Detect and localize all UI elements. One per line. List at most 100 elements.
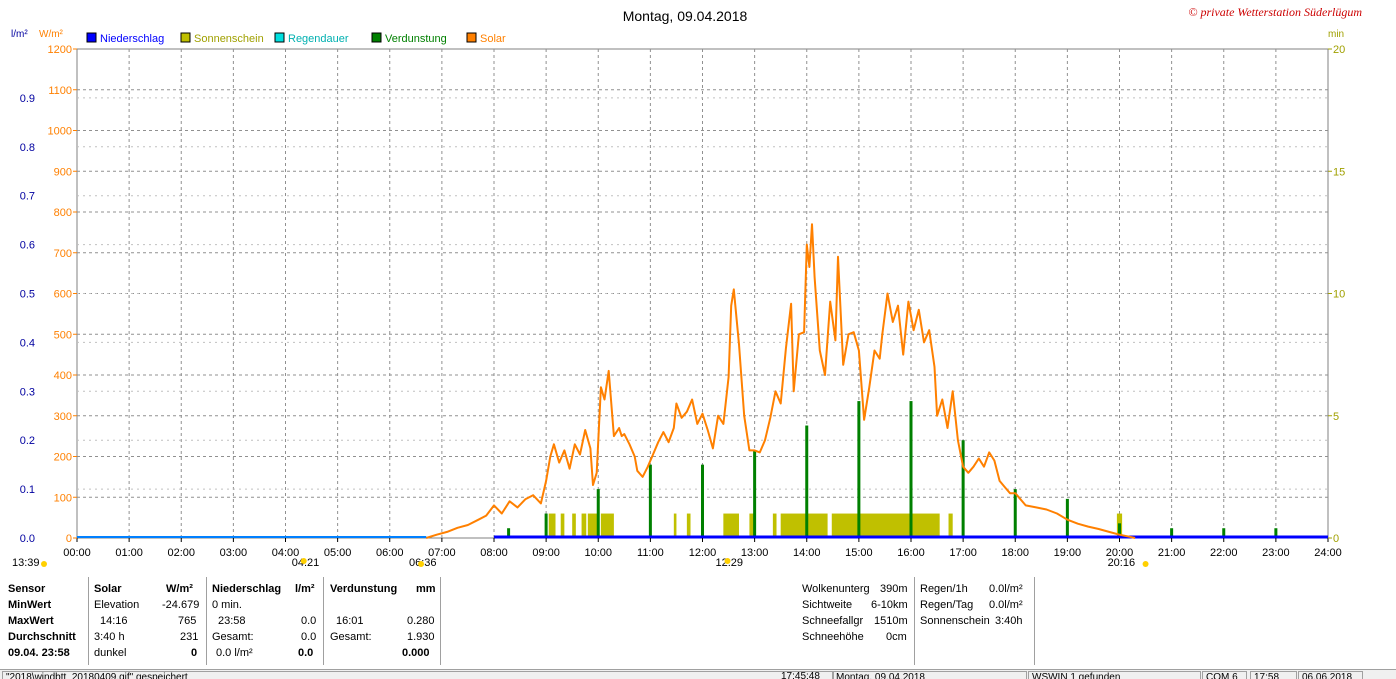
- x-tick-label: 24:00: [1314, 547, 1342, 559]
- sunshine-bar: [560, 513, 565, 538]
- x-tick-label: 19:00: [1054, 547, 1082, 559]
- rain-head: Niederschlag: [212, 583, 282, 595]
- label-minwert: MinWert: [8, 599, 52, 611]
- solar-max-value: 765: [178, 615, 197, 627]
- x-tick-label: 17:00: [949, 547, 977, 559]
- solar-dark-value: 0: [191, 647, 198, 659]
- evaporation-bar: [544, 513, 548, 538]
- rainrate-label-1: Regen/1h: [920, 583, 968, 595]
- sunshine-bar: [581, 513, 587, 538]
- legend-swatch: [371, 32, 382, 43]
- evaporation-bar: [701, 464, 704, 538]
- time-marker-label: 20:16: [1108, 557, 1136, 569]
- x-tick-label: 15:00: [845, 547, 873, 559]
- solar-avg-value: 231: [180, 631, 199, 643]
- legend: Niederschlag Sonnenschein Regendauer Verdun…: [86, 32, 506, 45]
- evaporation-bar: [1065, 498, 1069, 538]
- x-tick-label: 12:00: [689, 547, 717, 559]
- evaporation-bar: [1013, 489, 1017, 538]
- evaporation-bar: [805, 425, 809, 538]
- y-solar-tick-label: 0: [66, 533, 72, 545]
- evaporation-bar: [648, 464, 652, 538]
- status-time: 17:45:48: [781, 671, 820, 679]
- solar-dark-label: dunkel: [94, 647, 127, 659]
- evaporation-bar: [753, 449, 757, 538]
- time-marker-label: 13:39: [12, 557, 40, 569]
- label-maxwert: MaxWert: [8, 615, 54, 627]
- sunshine-bar: [673, 513, 677, 538]
- x-tick-label: 14:00: [793, 547, 821, 559]
- evap-unit: mm: [416, 583, 436, 595]
- cloud-value-1: 390m: [880, 583, 908, 595]
- weather-chart: 00:00 01:00 02:00 03:00 04:00 05:00 06:00 07:00…: [0, 0, 1396, 573]
- sunshine-bar: [572, 513, 576, 538]
- sunshine-bar: [780, 513, 828, 538]
- label-date: 09.04. 23:58: [8, 647, 70, 659]
- status-found: WSWIN 1 gefunden: [1028, 671, 1201, 679]
- rain-last-value: 0.0: [298, 647, 314, 659]
- evaporation-bar: [909, 401, 913, 538]
- solar-max-time: 14:16: [100, 615, 128, 627]
- rainrate-value-1: 0.0l/m²: [989, 583, 1023, 595]
- sunshine-bar: [749, 513, 756, 538]
- cloud-value-4: 0cm: [886, 631, 907, 643]
- cloud-label-2: Sichtweite: [802, 599, 853, 611]
- rain-last: 0.0 l/m²: [216, 647, 253, 659]
- cloud-label-1: Wolkenunterg: [802, 583, 870, 595]
- status-clock: 17:58: [1250, 671, 1297, 679]
- unit-left-solar: W/m²: [39, 29, 64, 40]
- label-durchschnitt: Durchschnitt: [8, 631, 76, 643]
- evaporation-bar: [1118, 523, 1121, 538]
- x-tick-label: 20:00: [1106, 547, 1134, 559]
- divider: [440, 577, 441, 665]
- x-tick-label: 18:00: [1001, 547, 1029, 559]
- x-tick-label: 04:00: [272, 547, 300, 559]
- solar-min-label: Elevation: [94, 599, 140, 611]
- y-solar-tick-label: 1200: [48, 44, 72, 56]
- solar-unit: W/m²: [166, 583, 193, 595]
- y-rain-tick-label: 0.4: [20, 337, 35, 349]
- y-solar-tick-label: 500: [54, 329, 72, 341]
- axes: 00:00 01:00 02:00 03:00 04:00 05:00 06:00 07:00…: [20, 44, 1346, 559]
- legend-label: Niederschlag: [100, 33, 164, 45]
- x-tick-label: 00:00: [63, 547, 91, 559]
- y-rain-tick-label: 0.1: [20, 484, 35, 496]
- solar-min-value: -24.679: [162, 599, 200, 611]
- rain-total-label: Gesamt:: [212, 631, 254, 643]
- y-solar-tick-label: 300: [54, 411, 72, 423]
- sunshine-bar: [587, 513, 599, 538]
- status-date2: 06.06.2018: [1298, 671, 1363, 679]
- rain-min: 0 min.: [212, 599, 242, 611]
- y-min-tick-label: 20: [1333, 44, 1345, 56]
- label-sensor: Sensor: [8, 583, 46, 595]
- y-min-tick-label: 10: [1333, 289, 1345, 301]
- y-solar-tick-label: 700: [54, 248, 72, 260]
- legend-label: Solar: [480, 33, 506, 45]
- x-tick-label: 16:00: [897, 547, 925, 559]
- rainrate-value-3: 3:40h: [995, 615, 1023, 627]
- evaporation-bar: [507, 528, 511, 538]
- y-rain-tick-label: 0.2: [20, 435, 35, 447]
- x-tick-label: 02:00: [167, 547, 195, 559]
- x-tick-label: 22:00: [1210, 547, 1238, 559]
- time-markers: 13:3904:2106:3612:2920:16: [12, 557, 1149, 569]
- legend-swatch: [86, 32, 97, 43]
- x-tick-label: 07:00: [428, 547, 456, 559]
- evaporation-bar: [596, 489, 600, 538]
- y-solar-tick-label: 200: [54, 452, 72, 464]
- time-marker-dot: [1142, 561, 1149, 567]
- sunshine-bar: [600, 513, 614, 538]
- sunshine-bar: [686, 513, 691, 538]
- cloud-value-2: 6-10km: [871, 599, 908, 611]
- x-tick-label: 06:00: [376, 547, 404, 559]
- time-marker-dot: [724, 558, 731, 564]
- evaporation-bar: [1274, 528, 1278, 538]
- chart-title: Montag, 09.04.2018: [623, 8, 748, 24]
- evap-max-time: 16:01: [336, 615, 364, 627]
- y-rain-tick-label: 0.6: [20, 240, 35, 252]
- y-rain-tick-label: 0.5: [20, 289, 35, 301]
- x-tick-label: 10:00: [584, 547, 612, 559]
- y-min-tick-label: 5: [1333, 411, 1339, 423]
- time-marker-dot: [300, 558, 307, 564]
- sunshine-bar: [723, 513, 739, 538]
